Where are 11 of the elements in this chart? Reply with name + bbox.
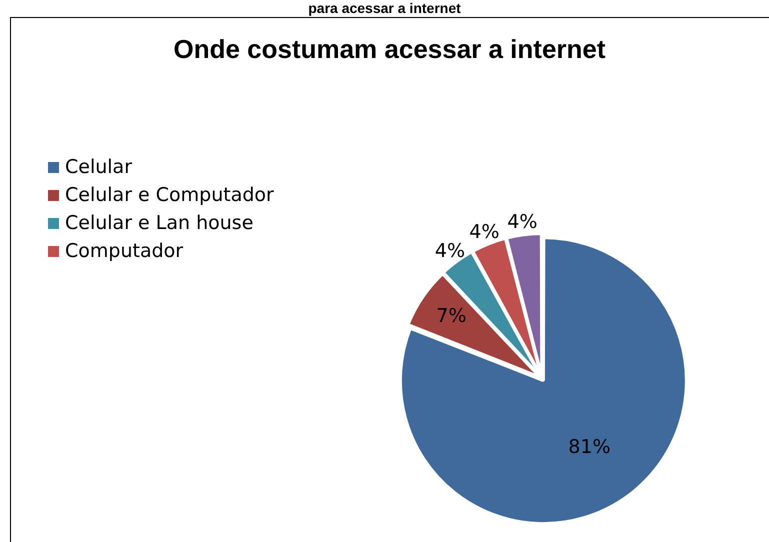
legend-label: Celular [65,156,132,178]
legend-label: Celular e Computador [65,184,274,206]
chart-title: Onde costumam acessar a internet [172,34,607,65]
data-label: 7% [436,304,466,327]
data-label: 81% [568,436,610,458]
text: para acessar a internet [0,0,769,17]
data-label: 4% [434,240,466,262]
legend-label: Computador [65,240,184,262]
data-label: 4% [507,211,538,234]
data-label: 4% [469,220,500,243]
legend-label: Celular e Lan house [65,212,254,234]
